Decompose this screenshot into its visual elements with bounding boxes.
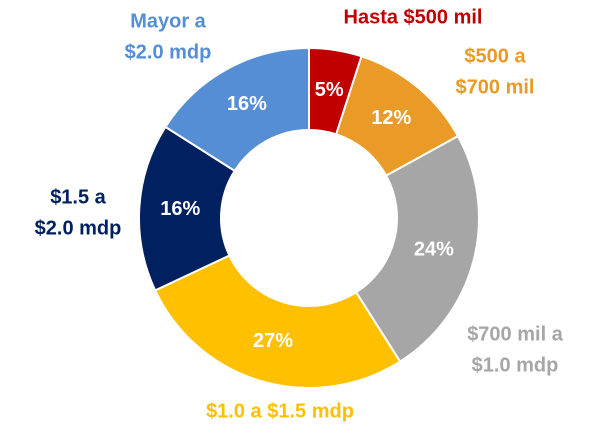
category-label: $1.0 mdp (472, 354, 559, 376)
value-label: 5% (315, 79, 344, 101)
category-label: $2.0 mdp (35, 217, 122, 239)
category-label: Mayor a (130, 10, 206, 32)
value-label: 16% (160, 198, 200, 220)
category-label: Hasta $500 mil (344, 6, 483, 28)
category-label: $700 mil (456, 76, 535, 98)
value-label: 16% (227, 93, 267, 115)
category-label: $2.0 mdp (125, 41, 212, 63)
category-label: $500 a (464, 45, 526, 67)
value-label: 27% (253, 330, 293, 352)
value-label: 24% (414, 238, 454, 260)
donut-segment (164, 46, 310, 173)
category-label: $1.0 a $1.5 mdp (206, 400, 354, 422)
donut-segment (153, 254, 402, 390)
donut-segment (354, 134, 480, 363)
value-label: 12% (371, 107, 411, 129)
category-label: $1.5 a (50, 186, 106, 208)
category-label: $700 mil a (467, 323, 564, 345)
